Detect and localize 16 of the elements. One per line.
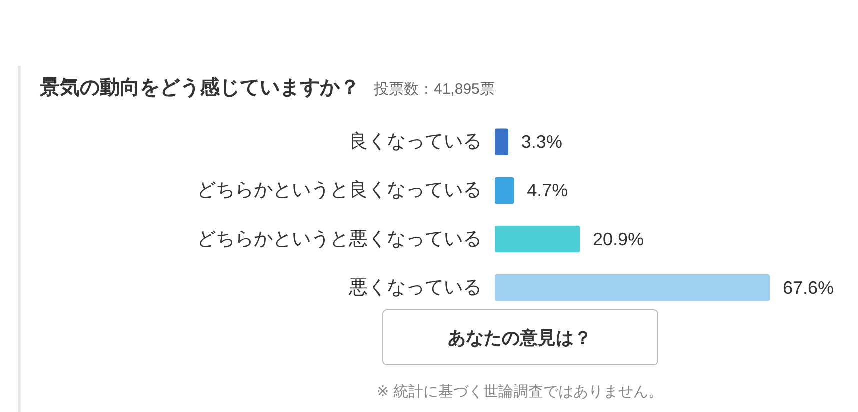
bar [495, 177, 514, 204]
y-tick-label: どちらかというと悪くなっている [197, 228, 482, 250]
text: 景気の動向をどう感じていますか？ [40, 77, 360, 99]
data-label: 20.9% [593, 229, 644, 250]
text: ※ 統計に基づく世論調査ではありません。 [376, 384, 664, 400]
data-label: 4.7% [527, 180, 568, 201]
bar [495, 274, 770, 302]
text: あなたの意見は？ [448, 328, 592, 348]
bar [495, 128, 508, 156]
y-tick-label: どちらかというと良くなっている [197, 179, 482, 202]
y-tick-label: 悪くなっている [348, 277, 482, 298]
data-label: 67.6% [783, 278, 834, 298]
data-label: 3.3% [521, 132, 562, 152]
bar [495, 226, 580, 253]
y-tick-label: 良くなっている [349, 130, 482, 153]
chart-subtitle: 投票数：41,895票 [373, 81, 495, 98]
